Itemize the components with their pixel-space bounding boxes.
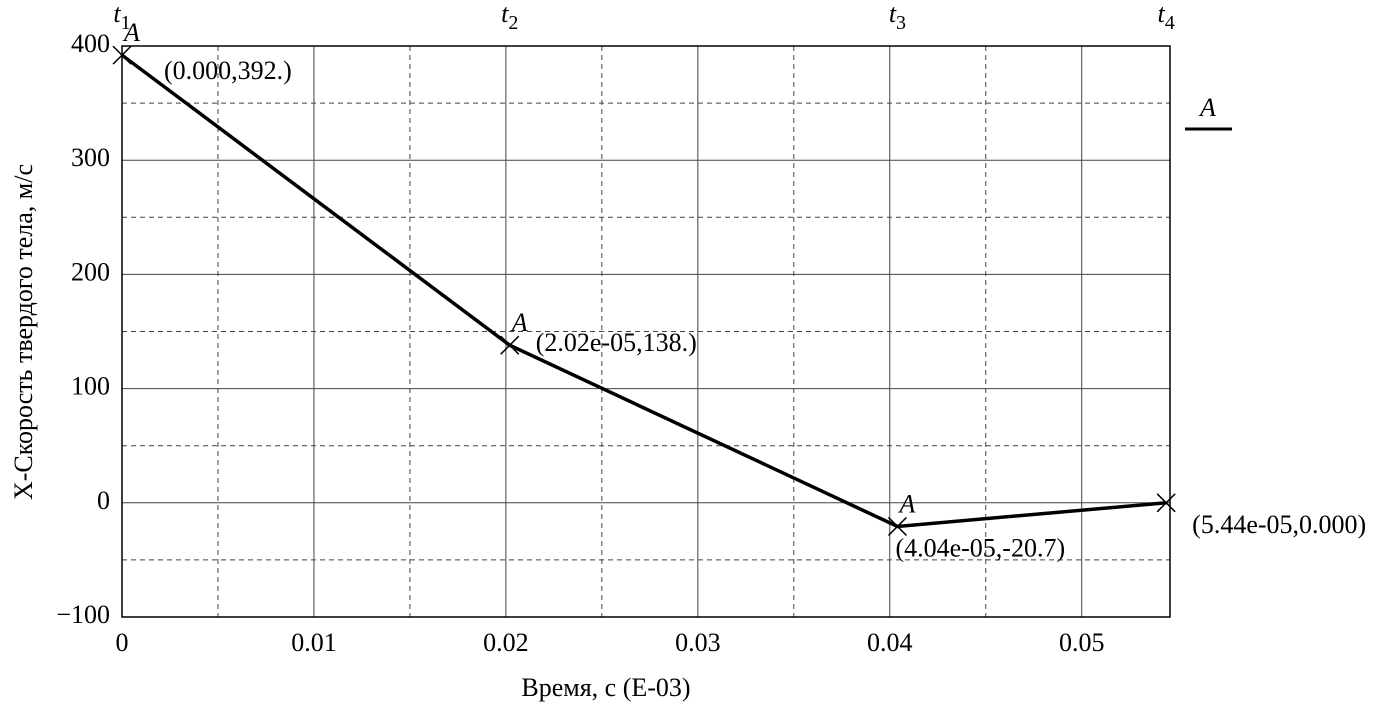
- time-marker-letter: t: [113, 0, 121, 28]
- time-marker-letter: t: [501, 0, 509, 28]
- y-tick-label: 400: [71, 29, 110, 58]
- x-axis-label: Время, с (E-03): [521, 673, 690, 702]
- time-marker-index: 1: [121, 12, 131, 34]
- legend-label: A: [1198, 93, 1216, 122]
- value-label: (0.000,392.): [164, 56, 292, 85]
- time-marker-index: 2: [508, 12, 518, 34]
- point-marker: [500, 335, 520, 355]
- value-label: (4.04e-05,-20.7): [895, 533, 1065, 562]
- y-tick-label: 200: [71, 257, 110, 286]
- x-tick-label: 0.02: [483, 628, 529, 657]
- time-marker-letter: t: [1158, 0, 1166, 28]
- y-tick-label: 0: [97, 486, 110, 515]
- x-tick-label: 0.03: [675, 628, 721, 657]
- time-marker: t2: [501, 0, 518, 34]
- x-tick-label: 0.01: [291, 628, 337, 657]
- point-label: A: [897, 489, 915, 518]
- y-tick-label: 300: [71, 143, 110, 172]
- point-marker: [887, 516, 907, 536]
- point-label: A: [122, 18, 140, 47]
- plot-frame: [121, 45, 1171, 618]
- y-tick-label: −100: [56, 600, 110, 629]
- x-tick-label: 0.05: [1059, 628, 1105, 657]
- time-marker: t4: [1158, 0, 1175, 34]
- y-axis-label: X-Скорость твердого тела, м/с: [9, 164, 38, 500]
- x-tick-label: 0: [116, 628, 129, 657]
- value-label: (5.44e-05,0.000): [1192, 510, 1366, 539]
- point-marker: [112, 45, 132, 65]
- series-line: [120, 53, 1167, 529]
- time-marker-index: 3: [896, 12, 906, 34]
- time-marker: t3: [889, 0, 906, 34]
- time-marker-letter: t: [889, 0, 897, 28]
- y-tick-label: 100: [71, 372, 110, 401]
- point-label: A: [510, 308, 528, 337]
- time-marker-index: 4: [1165, 12, 1175, 34]
- point-marker: [1156, 493, 1176, 513]
- x-tick-label: 0.04: [867, 628, 913, 657]
- time-marker: t1: [113, 0, 130, 34]
- value-label: (2.02e-05,138.): [536, 328, 697, 357]
